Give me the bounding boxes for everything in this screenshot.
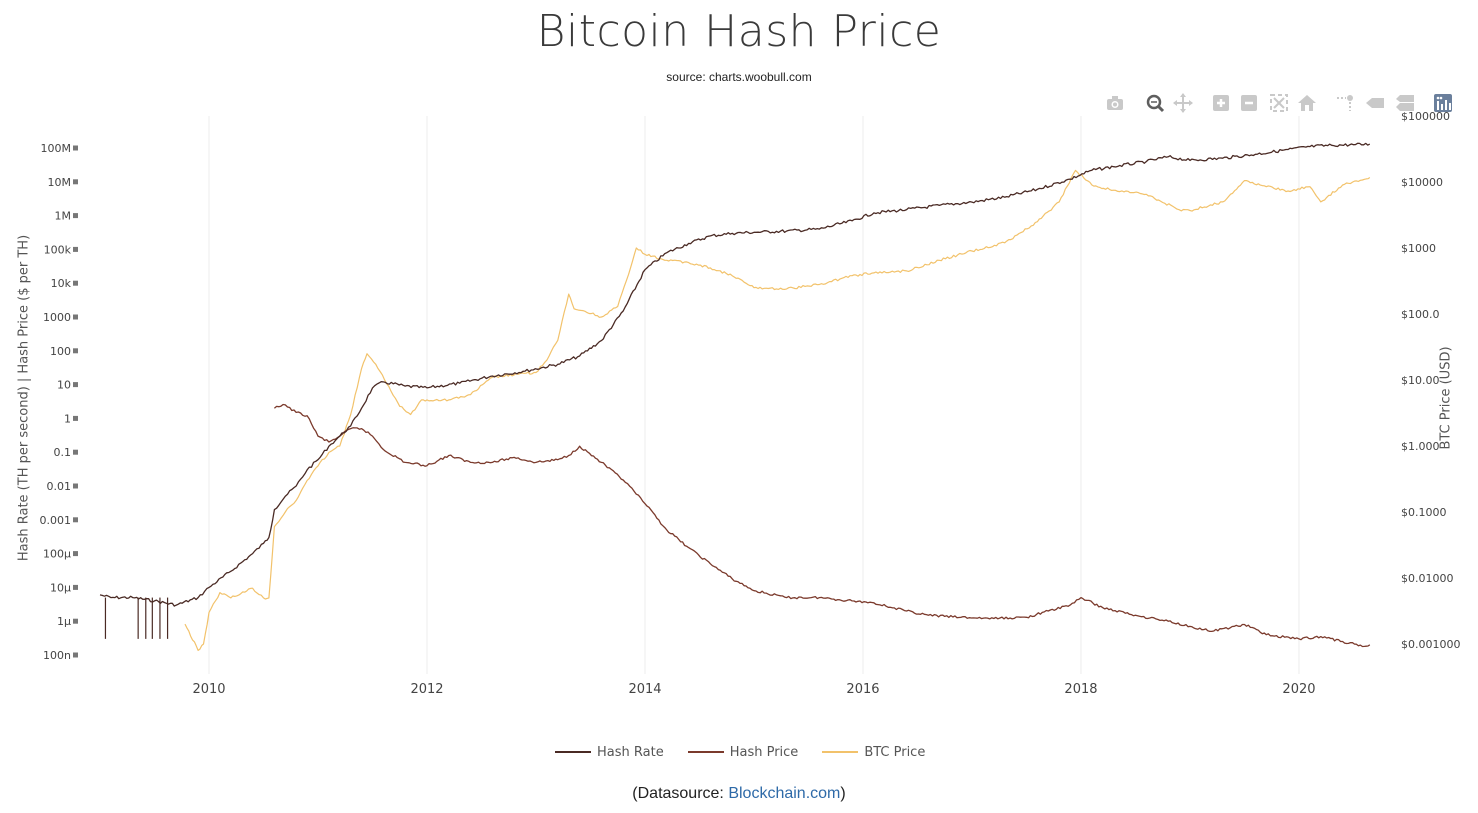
x-tick-label: 2014 [628, 682, 661, 697]
y-left-tick-marker [73, 213, 78, 219]
y-left-tick-marker [73, 483, 78, 489]
y-left-tick-label: 1000 [43, 311, 71, 324]
y-left-tick-label: 100µ [43, 548, 71, 561]
y-right-tick-label: $100.0 [1401, 308, 1440, 321]
y-left-tick-label: 100n [43, 649, 71, 662]
y-right-tick-label: $1.000 [1401, 440, 1440, 453]
y-right-tick-label: $10.00 [1401, 374, 1440, 387]
hover-closest-icon[interactable] [1364, 92, 1386, 114]
datasource-suffix: ) [840, 785, 846, 802]
datasource-link[interactable]: Blockchain.com [728, 785, 841, 802]
datasource-prefix: (Datasource: [632, 785, 729, 802]
hover-compare-icon[interactable] [1394, 92, 1416, 114]
y-left-tick-marker [73, 652, 78, 658]
legend-item-btc-price[interactable]: BTC Price [822, 743, 925, 761]
zoom-in-icon[interactable] [1210, 92, 1232, 114]
x-tick-label: 2018 [1064, 682, 1097, 697]
series-line-btc-price[interactable] [184, 169, 1371, 651]
series-layer [99, 142, 1371, 651]
chart-title: Bitcoin Hash Price [536, 6, 942, 57]
y-right-tick-label: $1000 [1401, 242, 1436, 255]
y-left-tick-label: 100M [41, 142, 72, 155]
y-right-tick-label: $10000 [1401, 176, 1443, 189]
y-left-tick-label: 10M [48, 176, 72, 189]
series-line-hash-rate[interactable] [99, 142, 1371, 607]
chart-subtitle: source: charts.woobull.com [666, 70, 812, 84]
y-right-tick-label: $0.01000 [1401, 572, 1454, 585]
legend-swatch-hash-price [687, 751, 724, 753]
y-axis-left-title: Hash Rate (TH per second) | Hash Price (… [16, 234, 32, 562]
y-left-tick-marker [73, 382, 78, 388]
y-left-tick-marker [73, 551, 78, 557]
y-left-tick-marker [73, 618, 78, 624]
y-left-tick-marker [73, 280, 78, 286]
pan-icon[interactable] [1172, 92, 1194, 114]
y-left-tick-label: 1µ [57, 615, 71, 628]
y-left-tick-label: 10µ [50, 581, 71, 594]
y-left-tick-marker [73, 145, 78, 151]
x-tick-label: 2012 [410, 682, 443, 697]
y-left-tick-label: 0.01 [47, 480, 72, 493]
camera-icon[interactable] [1104, 92, 1126, 114]
datasource-note: (Datasource: Blockchain.com) [0, 785, 1478, 803]
legend-swatch-hash-rate [555, 751, 591, 753]
y-right-tick-label: $100000 [1401, 110, 1450, 123]
gridlines [208, 116, 1300, 674]
y-left-tick-label: 100k [44, 243, 72, 256]
legend-item-hash-rate[interactable]: Hash Rate [555, 743, 664, 761]
y-left-tick-label: 1 [64, 412, 71, 425]
home-icon[interactable] [1296, 92, 1318, 114]
x-axis: 2010 2012 2014 2016 2018 2020 [192, 682, 1315, 697]
y-left-tick-label: 10k [51, 277, 72, 290]
legend-swatch-btc-price [822, 751, 859, 753]
series-line-hash-price[interactable] [273, 403, 1371, 648]
spikelines-icon[interactable] [1334, 92, 1356, 114]
y-axis-right: $0.001000 $0.01000 $0.1000 $1.000 $10.00 $100… [1401, 110, 1461, 651]
legend-label-btc-price: BTC Price [864, 744, 926, 760]
y-left-tick-marker [73, 179, 78, 185]
legend-label-hash-rate: Hash Rate [597, 744, 664, 760]
legend-label-hash-price: Hash Price [729, 744, 799, 760]
x-tick-label: 2016 [846, 682, 879, 697]
zoom-out-icon[interactable] [1238, 92, 1260, 114]
y-axis-left: 100n 1µ 10µ 100µ 0.001 0.01 0.1 1 10 100 1000 10k 10… [40, 142, 78, 662]
x-tick-label: 2020 [1282, 682, 1315, 697]
y-left-tick-marker [73, 584, 78, 590]
legend-item-hash-price[interactable]: Hash Price [687, 743, 799, 761]
x-tick-label: 2010 [192, 682, 225, 697]
y-right-tick-label: $0.001000 [1401, 638, 1461, 651]
legend: Hash Rate Hash Price BTC Price [555, 743, 949, 761]
y-left-tick-marker [73, 246, 78, 252]
y-left-tick-label: 1M [55, 210, 72, 223]
y-left-tick-label: 10 [57, 379, 71, 392]
y-left-tick-marker [73, 348, 78, 354]
y-left-tick-marker [73, 449, 78, 455]
y-left-tick-marker [73, 517, 78, 523]
y-right-tick-label: $0.1000 [1401, 506, 1447, 519]
zoom-icon[interactable] [1144, 92, 1166, 114]
y-left-tick-marker [73, 314, 78, 320]
y-axis-right-title: BTC Price (USD) [1438, 346, 1454, 450]
plotly-logo-icon[interactable] [1432, 92, 1454, 114]
y-left-tick-marker [73, 415, 78, 421]
y-left-tick-label: 100 [50, 345, 71, 358]
y-left-tick-label: 0.001 [40, 514, 72, 527]
y-left-tick-label: 0.1 [54, 446, 72, 459]
autoscale-icon[interactable] [1268, 92, 1290, 114]
